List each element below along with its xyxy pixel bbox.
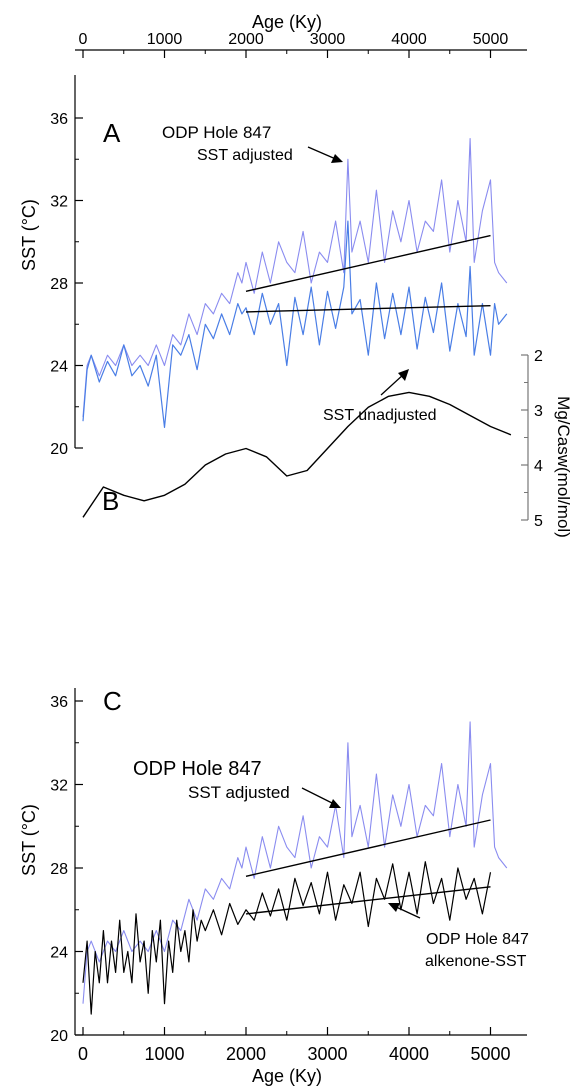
panel-a-ytick-label: 24 [50, 359, 68, 376]
panel-a-ytick-label: 20 [50, 441, 68, 458]
panel-b-mgca-axis: 2 3 4 5 [521, 348, 543, 530]
panel-c-series [82, 721, 508, 1015]
panel-b-ytick-label: 3 [534, 403, 543, 420]
top-tick-label: 1000 [147, 31, 183, 48]
panel-a-trend-adjusted [245, 234, 491, 292]
panel-b-series [82, 391, 512, 518]
panel-c-ytick-label: 24 [50, 945, 68, 962]
panel-c-annotation-hole: ODP Hole 847 [133, 758, 262, 780]
top-tick-label: 0 [79, 31, 88, 48]
panel-b-line-mgca [82, 391, 512, 518]
panel-c-ytick-label: 20 [50, 1028, 68, 1045]
panel-c-ytick-label: 36 [50, 694, 68, 711]
panel-c-ytick-label: 28 [50, 861, 68, 878]
panel-a-series [82, 138, 508, 428]
panel-a-sst-axis: 20 24 28 32 36 [50, 75, 83, 458]
panel-c-annotation-hole-alkenone: ODP Hole 847 [426, 931, 529, 948]
panel-a-trend-unadjusted [245, 305, 491, 313]
panel-c-ylabel: SST (°C) [19, 804, 39, 876]
panel-c: 20 24 28 32 36 SST (°C) C ODP Hole 847 SST a… [19, 686, 529, 1086]
panel-c-annotation-alkenone: alkenone-SST [425, 953, 527, 970]
panel-a-arrow-unadjusted [380, 369, 409, 396]
panel-b-ytick-label: 5 [534, 513, 543, 530]
top-tick-label: 2000 [228, 31, 264, 48]
bottom-tick-label: 2000 [226, 1044, 266, 1064]
panel-c-line-alkenone-sst [82, 861, 492, 1015]
panel-a-line-sst-unadjusted [82, 220, 508, 428]
bottom-tick-label: 0 [78, 1044, 88, 1064]
top-age-axis: Age (Ky) 0 1000 2000 3000 4000 5000 [75, 12, 527, 58]
panel-a-arrow-adjusted [307, 146, 343, 163]
panel-b: 2 3 4 5 Mg/Casw(mol/mol) B [82, 348, 573, 538]
panel-b-letter: B [102, 486, 119, 516]
panel-a-letter: A [103, 118, 121, 148]
panel-a: 20 24 28 32 36 SST (°C) A ODP Hole 847 SST a… [19, 75, 508, 458]
panel-c-sst-axis: 20 24 28 32 36 [50, 688, 83, 1045]
panel-a-ylabel: SST (°C) [19, 199, 39, 271]
panel-a-line-sst-adjusted [82, 138, 508, 418]
panel-c-line-sst-adjusted [82, 721, 508, 1004]
bottom-tick-label: 1000 [144, 1044, 184, 1064]
panel-c-arrow-alkenone [388, 903, 421, 919]
panel-b-ylabel: Mg/Casw(mol/mol) [554, 396, 573, 538]
panel-c-arrow-adjusted [301, 787, 341, 808]
bottom-axis-ticks: 0 1000 2000 3000 4000 5000 [75, 1027, 527, 1064]
panel-c-annotation-adjusted: SST adjusted [188, 783, 290, 802]
bottom-tick-label: 3000 [307, 1044, 347, 1064]
panel-a-ytick-label: 28 [50, 276, 68, 293]
panel-b-ytick-label: 4 [534, 458, 543, 475]
bottom-tick-label: 5000 [470, 1044, 510, 1064]
panel-b-ytick-label: 2 [534, 348, 543, 365]
panel-c-ytick-label: 32 [50, 778, 68, 795]
panel-a-annotation-hole: ODP Hole 847 [162, 123, 271, 142]
top-tick-label: 4000 [391, 31, 427, 48]
panel-a-annotation-unadjusted: SST unadjusted [323, 407, 437, 424]
bottom-tick-label: 4000 [389, 1044, 429, 1064]
top-tick-label: 3000 [310, 31, 346, 48]
top-tick-label: 5000 [473, 31, 509, 48]
panel-c-letter: C [103, 686, 122, 716]
panel-c-trend-alkenone [245, 886, 491, 915]
panel-a-annotation-adjusted: SST adjusted [197, 147, 293, 164]
panel-a-ytick-label: 36 [50, 111, 68, 128]
top-xlabel: Age (Ky) [252, 12, 322, 32]
bottom-xlabel: Age (Ky) [252, 1066, 322, 1086]
top-axis-ticks: 0 1000 2000 3000 4000 5000 [75, 31, 527, 58]
panel-c-trend-adjusted [245, 819, 491, 877]
panel-a-ytick-label: 32 [50, 194, 68, 211]
